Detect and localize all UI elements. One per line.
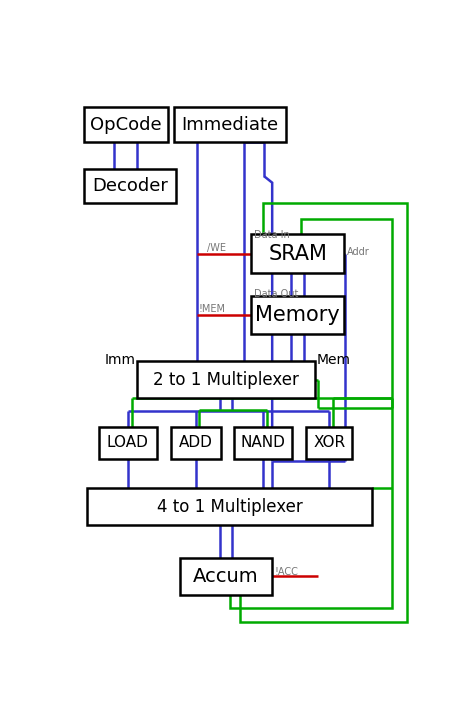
Text: Data Out: Data Out <box>255 289 299 299</box>
Bar <box>251 234 344 273</box>
Text: 4 to 1 Multiplexer: 4 to 1 Multiplexer <box>157 498 303 516</box>
Text: Mem: Mem <box>317 353 351 367</box>
Text: Accum: Accum <box>193 566 259 585</box>
Text: Decoder: Decoder <box>92 177 168 195</box>
Text: XOR: XOR <box>313 435 345 451</box>
Text: OpCode: OpCode <box>90 116 162 134</box>
Text: /WE: /WE <box>207 243 226 253</box>
Bar <box>251 296 344 334</box>
Bar <box>83 107 168 142</box>
Bar <box>137 361 315 398</box>
Text: SRAM: SRAM <box>268 243 327 264</box>
Bar <box>235 427 292 459</box>
Bar <box>180 558 272 594</box>
Text: Data In: Data In <box>255 230 290 240</box>
Text: Memory: Memory <box>255 305 340 325</box>
Text: 2 to 1 Multiplexer: 2 to 1 Multiplexer <box>153 371 299 389</box>
Bar <box>87 489 372 525</box>
Text: NAND: NAND <box>241 435 286 451</box>
Text: Immediate: Immediate <box>182 116 279 134</box>
Bar <box>174 107 286 142</box>
Text: !MEM: !MEM <box>199 304 226 314</box>
Text: Imm: Imm <box>105 353 136 367</box>
Text: ADD: ADD <box>179 435 212 451</box>
Bar <box>171 427 220 459</box>
Bar <box>83 169 176 203</box>
Text: !ACC: !ACC <box>274 566 298 576</box>
Text: LOAD: LOAD <box>107 435 149 451</box>
Text: Addr: Addr <box>347 247 370 257</box>
Bar <box>306 427 352 459</box>
Bar <box>99 427 157 459</box>
